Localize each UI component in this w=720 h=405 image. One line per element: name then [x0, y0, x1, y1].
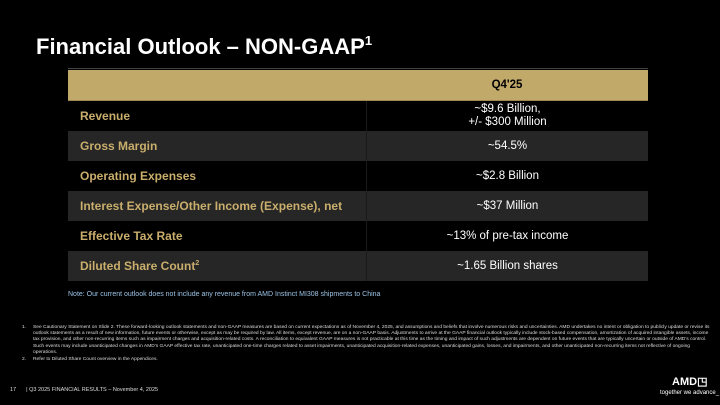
table-row: Operating Expenses ~$2.8 Billion	[68, 161, 648, 191]
logo-text: AMD	[672, 376, 698, 388]
note: Note: Our current outlook does not inclu…	[68, 291, 381, 298]
row-value: ~$37 Million	[366, 191, 648, 221]
footnote-number: 1.	[22, 325, 27, 330]
page-number: 17	[10, 387, 17, 393]
row-label-text: Diluted Share Count	[80, 259, 196, 273]
outlook-table: Q4'25 Revenue ~$9.6 Billion, +/- $300 Mill…	[68, 70, 648, 281]
footnote-text: See Cautionary Statement on Slide 2. The…	[33, 325, 710, 355]
row-label-text: Interest Expense/Other Income (Expense),…	[80, 199, 343, 213]
footnote-text: Refer to Diluted Share Count overview in…	[33, 357, 158, 363]
row-label: Gross Margin	[68, 139, 366, 153]
row-value-line: ~$37 Million	[476, 199, 539, 212]
row-label: Revenue	[68, 109, 366, 123]
title-footnote-ref: 1	[364, 33, 373, 48]
row-label-text: Operating Expenses	[80, 169, 197, 183]
row-label-text: Revenue	[80, 109, 131, 123]
row-value-line: ~$9.6 Billion,	[474, 103, 541, 115]
row-value: ~$2.8 Billion	[366, 161, 648, 191]
amd-logo: AMD◳	[672, 375, 707, 388]
table-row: Gross Margin ~54.5%	[68, 131, 648, 161]
row-label: Effective Tax Rate	[68, 229, 366, 243]
table-row: Interest Expense/Other Income (Expense),…	[68, 191, 648, 221]
row-label: Operating Expenses	[68, 169, 366, 183]
row-label-text: Gross Margin	[80, 139, 158, 153]
row-value: ~1.65 Billion shares	[366, 251, 648, 281]
page-title: Financial Outlook – NON-GAAP1	[36, 33, 373, 60]
row-value: ~13% of pre-tax income	[366, 221, 648, 251]
row-value-line: ~$2.8 Billion	[476, 169, 539, 182]
amd-arrow-icon: ◳	[697, 376, 708, 388]
row-label: Diluted Share Count2	[68, 259, 366, 273]
footer: 17 | Q3 2025 FINANCIAL RESULTS – November…	[10, 387, 168, 393]
footnote-1: 1. See Cautionary Statement on Slide 2. T…	[22, 325, 712, 356]
header-blank	[68, 70, 366, 100]
footnote-ref: 2	[195, 260, 200, 267]
row-value-line: ~13% of pre-tax income	[446, 229, 569, 242]
row-label-text: Effective Tax Rate	[80, 229, 183, 243]
row-value: ~54.5%	[366, 131, 648, 161]
title-text: Financial Outlook – NON-GAAP	[36, 34, 365, 59]
row-value-line: ~54.5%	[487, 139, 528, 152]
row-label: Interest Expense/Other Income (Expense),…	[68, 199, 366, 213]
header-period: Q4'25	[491, 79, 523, 91]
table-row: Effective Tax Rate ~13% of pre-tax income	[68, 221, 648, 251]
table-row: Diluted Share Count2 ~1.65 Billion shares	[68, 251, 648, 281]
footer-text: | Q3 2025 FINANCIAL RESULTS – November 4…	[26, 387, 159, 393]
table-header: Q4'25	[68, 70, 648, 101]
tagline: together we advance_	[660, 390, 720, 396]
footnotes: 1. See Cautionary Statement on Slide 2. T…	[22, 325, 712, 364]
footnote-number: 2.	[22, 357, 27, 363]
row-value-line: ~1.65 Billion shares	[457, 259, 558, 272]
divider	[68, 68, 648, 69]
footnote-2: 2. Refer to Diluted Share Count overview …	[22, 357, 712, 363]
row-value: ~$9.6 Billion, +/- $300 Million	[366, 101, 648, 131]
row-value-line: +/- $300 Million	[468, 116, 547, 128]
table-row: Revenue ~$9.6 Billion, +/- $300 Million	[68, 101, 648, 131]
